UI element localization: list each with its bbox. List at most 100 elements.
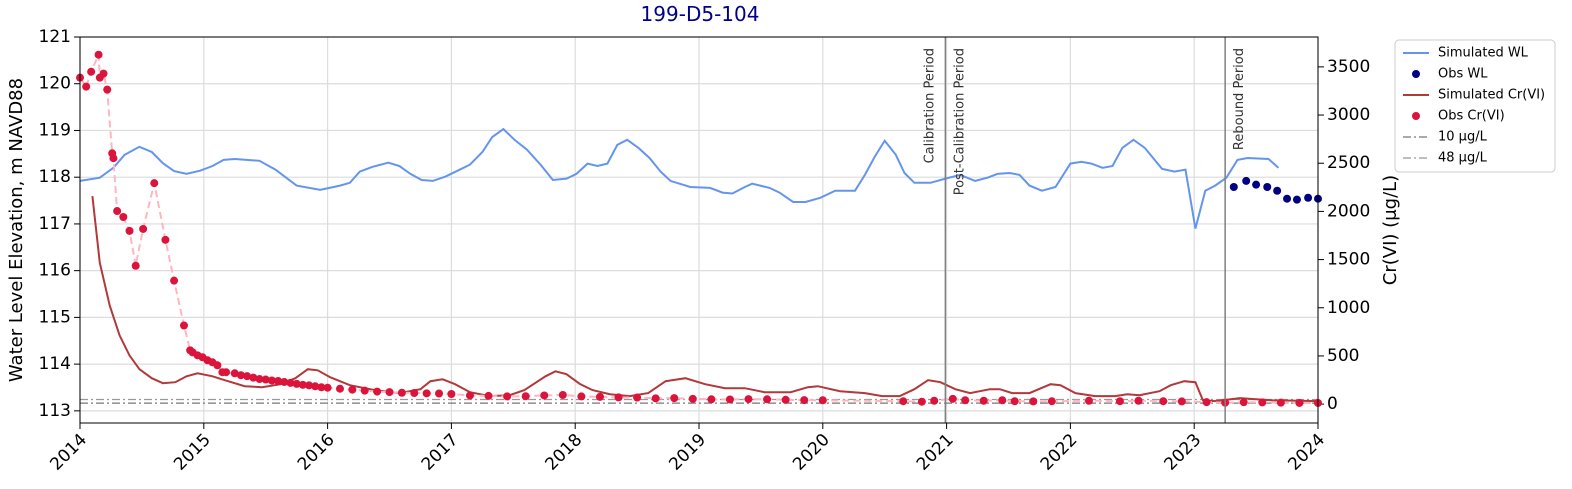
data-point: [725, 395, 734, 404]
x-tick-label: 2015: [170, 430, 215, 475]
data-point: [744, 395, 753, 404]
y-tick-label: 120: [39, 74, 71, 94]
x-tick-label: 2018: [542, 430, 587, 475]
data-point: [521, 392, 530, 401]
x-tick-label: 2021: [913, 430, 958, 475]
y2-tick-label: 500: [1327, 346, 1359, 366]
y2-tick-label: 2500: [1327, 153, 1370, 173]
data-point: [917, 397, 926, 406]
data-point: [1159, 397, 1168, 406]
data-point: [94, 50, 103, 59]
data-point: [998, 396, 1007, 405]
data-point: [267, 376, 276, 385]
data-point: [82, 82, 91, 91]
data-point: [161, 235, 170, 244]
data-point: [1115, 397, 1124, 406]
data-point: [103, 85, 112, 94]
data-point: [633, 393, 642, 402]
data-point: [305, 381, 314, 390]
x-tick-label: 2022: [1037, 430, 1082, 475]
y-tick-label: 113: [39, 401, 71, 421]
data-point: [385, 388, 394, 397]
data-point: [131, 261, 140, 270]
data-point: [249, 373, 258, 382]
legend-swatch: [1412, 70, 1420, 78]
data-point: [1202, 398, 1211, 407]
data-point: [1283, 194, 1292, 203]
data-point: [1242, 176, 1251, 185]
x-tick-label: 2019: [665, 430, 710, 475]
chart-title: 199-D5-104: [641, 2, 760, 26]
data-point: [688, 394, 697, 403]
data-point: [360, 386, 369, 395]
data-point: [1252, 180, 1261, 189]
data-point: [348, 385, 357, 394]
legend-label: Simulated WL: [1438, 46, 1529, 61]
data-point: [119, 212, 128, 221]
legend-label: 48 μg/L: [1438, 151, 1488, 166]
data-point: [1273, 186, 1282, 195]
data-point: [651, 394, 660, 403]
data-point: [236, 371, 245, 380]
data-point: [410, 389, 419, 398]
data-point: [1047, 397, 1056, 406]
y2-tick-label: 3000: [1327, 105, 1370, 125]
data-point: [87, 67, 96, 76]
data-point: [1239, 398, 1248, 407]
y-tick-label: 114: [39, 354, 71, 374]
x-tick-label: 2017: [418, 430, 463, 475]
y-tick-label: 116: [39, 261, 71, 281]
data-point: [222, 368, 231, 377]
legend-box: [1394, 39, 1556, 173]
data-point: [1295, 398, 1304, 407]
period-label: Post-Calibration Period: [952, 48, 967, 195]
data-point: [213, 361, 222, 370]
series-connector: [79, 54, 1318, 404]
data-point: [274, 376, 283, 385]
data-point: [1258, 398, 1267, 407]
data-point: [577, 392, 586, 401]
data-point: [255, 375, 264, 384]
data-point: [484, 391, 493, 400]
data-point: [1263, 183, 1272, 192]
data-point: [311, 382, 320, 391]
legend-label: Obs WL: [1438, 67, 1488, 82]
data-point: [150, 179, 159, 188]
data-point: [286, 378, 295, 387]
data-point: [292, 379, 301, 388]
data-point: [1276, 398, 1285, 407]
data-point: [125, 226, 134, 235]
y2-axis-label: Cr(VI) (μg/L): [1380, 175, 1401, 285]
data-point: [109, 154, 118, 163]
data-point: [1134, 396, 1143, 405]
y2-tick-label: 3500: [1327, 57, 1370, 77]
data-point: [595, 392, 604, 401]
data-point: [558, 390, 567, 399]
data-point: [818, 396, 827, 405]
data-point: [614, 393, 623, 402]
x-tick-label: 2023: [1161, 430, 1206, 475]
data-point: [323, 383, 332, 392]
y2-tick-label: 0: [1327, 394, 1338, 414]
legend-label: Obs Cr(VI): [1438, 109, 1505, 124]
data-point: [979, 396, 988, 405]
data-point: [280, 377, 289, 386]
plot-frame: [79, 36, 1319, 424]
data-point: [139, 224, 148, 233]
data-point: [335, 384, 344, 393]
data-point: [298, 380, 307, 389]
data-point: [1292, 195, 1301, 204]
data-point: [113, 207, 122, 216]
data-point: [1177, 397, 1186, 406]
period-label: Rebound Period: [1232, 48, 1247, 150]
series-line: [91, 195, 1319, 403]
y-tick-label: 121: [39, 27, 71, 47]
data-point: [1029, 397, 1038, 406]
x-tick-label: 2014: [46, 430, 91, 475]
data-point: [800, 396, 809, 405]
legend-swatch: [1412, 112, 1420, 120]
data-point: [670, 394, 679, 403]
data-point: [230, 369, 239, 378]
y-tick-label: 118: [39, 167, 71, 187]
